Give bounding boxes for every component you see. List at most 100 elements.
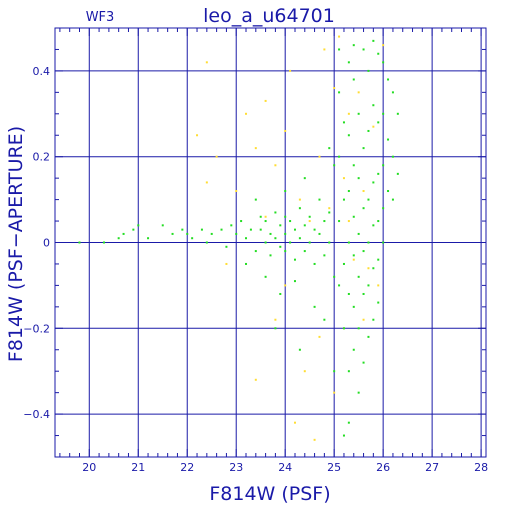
green-data-point [269, 254, 272, 257]
tick-marks [55, 27, 486, 458]
yellow-data-point [313, 438, 316, 441]
green-data-point [264, 220, 267, 223]
green-data-point [259, 215, 262, 218]
green-data-point [328, 147, 331, 150]
green-data-point [245, 237, 248, 240]
green-data-point [293, 280, 296, 283]
green-data-point [367, 198, 370, 201]
panel-label: WF3 [86, 10, 115, 25]
green-data-point [293, 258, 296, 261]
green-data-point [323, 220, 326, 223]
green-data-point [342, 434, 345, 437]
green-data-point [137, 224, 140, 227]
green-data-point [347, 292, 350, 295]
green-data-point [318, 198, 321, 201]
green-data-point [377, 52, 380, 55]
green-data-point [357, 327, 360, 330]
green-data-point [298, 348, 301, 351]
x-tick-label: 27 [425, 461, 439, 474]
green-data-point [347, 421, 350, 424]
green-data-point [328, 241, 331, 244]
green-data-point [387, 138, 390, 141]
green-data-point [357, 112, 360, 115]
green-data-point [78, 241, 81, 244]
green-data-point [147, 237, 150, 240]
green-data-point [372, 39, 375, 42]
green-data-point [352, 305, 355, 308]
yellow-data-point [328, 207, 331, 210]
green-data-point [200, 228, 203, 231]
green-data-point [161, 224, 164, 227]
yellow-data-point [264, 99, 267, 102]
green-data-point [333, 370, 336, 373]
grid-lines [55, 28, 486, 457]
green-data-point [205, 241, 208, 244]
yellow-data-point [298, 198, 301, 201]
yellow-data-point [254, 147, 257, 150]
green-data-point [352, 254, 355, 257]
green-data-point [362, 207, 365, 210]
green-data-point [254, 250, 257, 253]
yellow-data-point [303, 370, 306, 373]
yellow-data-point [205, 61, 208, 64]
green-data-point [357, 232, 360, 235]
green-data-point [367, 69, 370, 72]
green-data-point [338, 48, 341, 51]
green-data-point [289, 220, 292, 223]
x-tick-label: 24 [278, 461, 292, 474]
yellow-data-point [274, 318, 277, 321]
green-data-point [342, 262, 345, 265]
yellow-data-point [284, 129, 287, 132]
yellow-data-point [254, 378, 257, 381]
x-tick-label: 23 [229, 461, 243, 474]
green-data-point [362, 48, 365, 51]
green-data-point [323, 318, 326, 321]
green-data-point [333, 164, 336, 167]
green-data-point [338, 155, 341, 158]
green-data-point [313, 305, 316, 308]
green-data-point [338, 91, 341, 94]
green-data-point [220, 228, 223, 231]
x-tick-label: 25 [327, 461, 341, 474]
green-data-point [269, 232, 272, 235]
yellow-data-point [333, 87, 336, 90]
green-data-point [391, 91, 394, 94]
x-tick-label: 26 [376, 461, 390, 474]
green-data-point [387, 190, 390, 193]
green-data-point [391, 198, 394, 201]
yellow-data-point [362, 318, 365, 321]
data-points [78, 35, 399, 441]
green-data-point [328, 211, 331, 214]
y-tick-label: 0 [43, 237, 50, 250]
green-data-point [362, 147, 365, 150]
green-data-point [367, 284, 370, 287]
yellow-data-point [338, 35, 341, 38]
green-data-point [382, 61, 385, 64]
green-data-point [230, 224, 233, 227]
green-data-point [382, 241, 385, 244]
green-data-point [352, 164, 355, 167]
yellow-data-point [215, 155, 218, 158]
green-data-point [274, 211, 277, 214]
green-data-point [264, 241, 267, 244]
green-data-point [362, 292, 365, 295]
yellow-data-point [347, 112, 350, 115]
green-data-point [338, 284, 341, 287]
x-tick-label: 20 [82, 461, 96, 474]
yellow-data-point [274, 164, 277, 167]
green-data-point [391, 155, 394, 158]
yellow-data-point [362, 190, 365, 193]
green-data-point [352, 215, 355, 218]
yellow-data-point [323, 48, 326, 51]
y-tick-label: 0.2 [33, 151, 51, 164]
green-data-point [240, 220, 243, 223]
green-data-point [347, 134, 350, 137]
green-data-point [372, 104, 375, 107]
green-data-point [284, 215, 287, 218]
green-data-point [362, 250, 365, 253]
yellow-data-point [245, 112, 248, 115]
green-data-point [342, 121, 345, 124]
green-data-point [377, 258, 380, 261]
green-data-point [313, 262, 316, 265]
